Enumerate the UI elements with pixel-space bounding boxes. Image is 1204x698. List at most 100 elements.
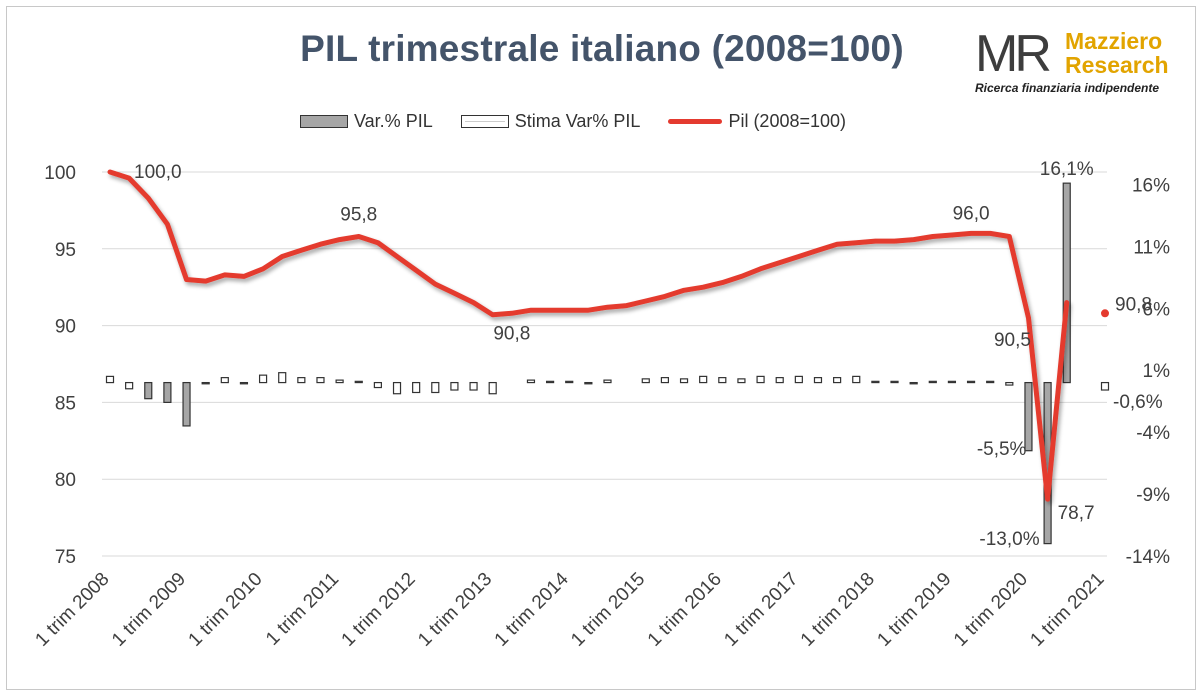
gdp-change-bar <box>928 380 937 384</box>
gdp-change-bar <box>775 377 784 384</box>
logo-tagline: Ricerca finanziaria indipendente <box>975 81 1160 95</box>
gdp-change-bar <box>986 380 995 384</box>
legend-label-estimate: Stima Var% PIL <box>514 110 641 131</box>
y-right-tick-label: 11% <box>1133 237 1170 258</box>
estimate-data-label: 90,8 <box>1115 294 1152 315</box>
gdp-change-bar <box>431 381 440 394</box>
x-tick-label: 1 trim 2008 <box>31 569 113 651</box>
gdp-change-bar <box>852 375 861 384</box>
x-tick-label: 1 trim 2009 <box>108 569 190 651</box>
gdp-change-bar <box>258 374 268 384</box>
y-right-tick-label: -4% <box>1136 423 1170 444</box>
legend-item-line: Pil (2008=100) <box>668 111 846 132</box>
gdp-change-bar <box>947 380 957 384</box>
gdp-change-bar <box>469 381 478 391</box>
y-left-tick-label: 85 <box>55 393 76 414</box>
logo-mark: MR <box>975 25 1052 83</box>
gdp-change-bar <box>526 379 536 384</box>
gdp-change-bar <box>392 381 402 395</box>
x-tick-label: 1 trim 2020 <box>950 569 1032 651</box>
x-tick-label: 1 trim 2014 <box>491 568 573 650</box>
x-tick-label: 1 trim 2018 <box>797 569 879 651</box>
gdp-estimate-point <box>1101 309 1109 318</box>
bar-data-label: 16,1% <box>1040 159 1094 180</box>
gdp-change-bar <box>105 375 115 384</box>
legend-swatch-line <box>668 118 723 124</box>
line-data-label: 90,5 <box>994 330 1031 351</box>
gdp-change-bar <box>679 378 689 384</box>
gdp-change-bar <box>565 380 574 384</box>
gdp-change-bar <box>756 375 765 384</box>
y-right-tick-label: 6% <box>1143 299 1171 320</box>
x-tick-label: 1 trim 2021 <box>1026 569 1108 651</box>
legend-swatch-bar <box>300 114 348 128</box>
gdp-change-bar <box>163 381 172 404</box>
line-data-label: 90,8 <box>493 323 530 344</box>
gdp-change-bar <box>1062 182 1071 384</box>
gdp-change-bar <box>278 372 287 384</box>
gdp-change-bar <box>641 378 650 384</box>
y-right-tick-label: 1% <box>1143 361 1171 382</box>
gdp-change-bar <box>125 381 134 390</box>
gdp-change-bar <box>833 377 842 384</box>
y-right-tick-label: -9% <box>1136 485 1170 506</box>
x-tick-label: 1 trim 2010 <box>185 569 267 651</box>
y-left-tick-label: 75 <box>55 547 76 568</box>
y-left-tick-label: 95 <box>55 240 76 261</box>
logo-name-line2: Research <box>1065 52 1169 78</box>
brand-logo: MR Mazziero Research Ricerca finanziaria… <box>975 24 1175 98</box>
gdp-change-bar <box>890 380 899 384</box>
legend-label-line: Pil (2008=100) <box>728 110 847 131</box>
gdp-change-bar <box>603 379 612 384</box>
x-tick-label: 1 trim 2019 <box>873 569 955 651</box>
gdp-change-bar <box>316 377 325 384</box>
gdp-change-bar <box>373 381 382 389</box>
gdp-change-bar <box>297 377 306 384</box>
line-data-label: 96,0 <box>953 203 990 224</box>
gdp-change-bar <box>1005 381 1014 386</box>
gdp-change-bar <box>794 375 803 384</box>
bar-data-label: -13,0% <box>979 529 1039 550</box>
gdp-change-bar <box>584 381 593 385</box>
gdp-index-line <box>107 169 1070 502</box>
gdp-change-bar <box>909 381 918 385</box>
gdp-change-bar <box>966 380 976 384</box>
gdp-change-bar <box>450 381 459 391</box>
gdp-change-bar <box>335 379 344 384</box>
gdp-change-bar <box>871 380 880 384</box>
y-right-tick-label: -14% <box>1126 547 1170 568</box>
chart-frame <box>6 6 1196 690</box>
gdp-change-bar <box>737 378 746 384</box>
gdp-change-bar <box>1024 381 1033 452</box>
x-tick-label: 1 trim 2011 <box>262 569 343 650</box>
gdp-change-bar <box>660 377 670 384</box>
x-tick-label: 1 trim 2016 <box>644 569 726 651</box>
y-right-tick-label: 16% <box>1132 175 1170 196</box>
gdp-change-bar <box>182 381 191 427</box>
y-left-tick-label: 100 <box>44 163 76 184</box>
gdp-change-bar <box>239 381 249 385</box>
gdp-change-bar <box>201 381 210 385</box>
x-tick-label: 1 trim 2017 <box>720 569 802 651</box>
legend-label-bar: Var.% PIL <box>354 110 433 131</box>
gdp-change-bar <box>699 375 708 384</box>
logo-name-line1: Mazziero <box>1065 28 1163 54</box>
legend-swatch-estimate <box>460 114 509 128</box>
gdp-change-bar <box>354 380 363 384</box>
bar-data-label: -5,5% <box>977 439 1027 460</box>
y-left-tick-label: 80 <box>55 470 76 491</box>
legend-item-estimate: Stima Var% PIL <box>460 110 641 132</box>
gdp-change-bar <box>144 381 153 400</box>
estimate-bar <box>1100 381 1110 391</box>
bar-data-label: -0,6% <box>1113 392 1163 413</box>
x-tick-label: 1 trim 2013 <box>414 569 496 651</box>
chart-title: PIL trimestrale italiano (2008=100) <box>300 28 904 69</box>
gdp-change-bar <box>220 377 229 384</box>
line-data-label: 95,8 <box>340 205 377 226</box>
gdp-change-bar <box>813 377 823 384</box>
x-tick-label: 1 trim 2015 <box>567 569 649 651</box>
gdp-change-bar <box>545 380 555 384</box>
y-left-tick-label: 90 <box>55 317 76 338</box>
